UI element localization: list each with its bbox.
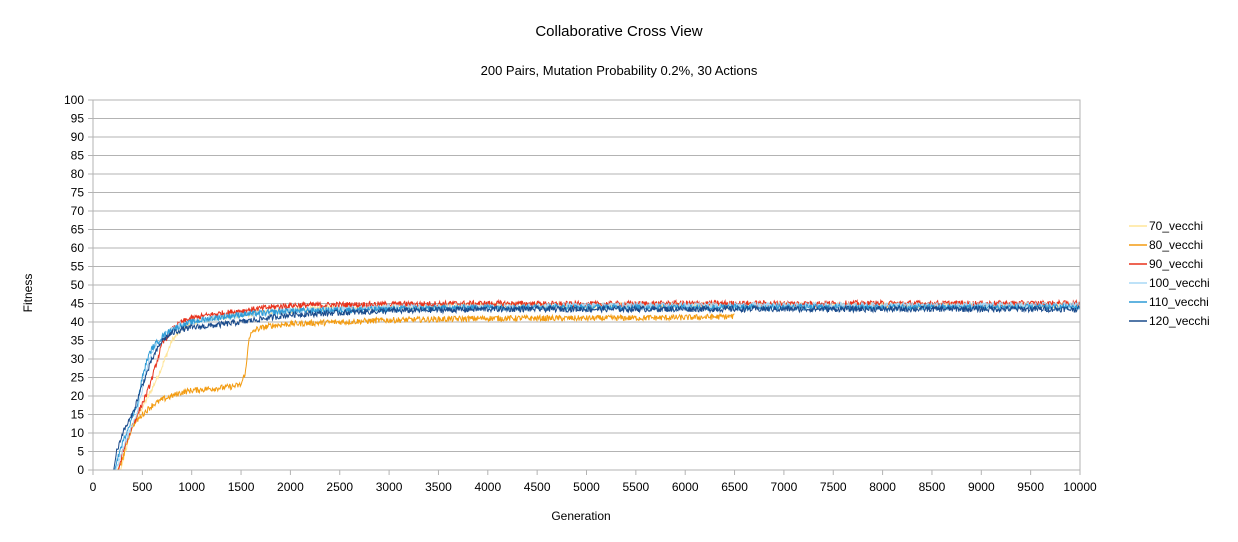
x-tick-label: 3000 — [376, 480, 403, 494]
y-tick-label: 10 — [71, 426, 85, 440]
y-axis-label: Fitness — [21, 274, 35, 313]
series-line-120-vecchi — [113, 304, 1081, 471]
x-tick-label: 6500 — [721, 480, 748, 494]
x-axis-label: Generation — [551, 509, 610, 523]
y-tick-label: 45 — [71, 297, 85, 311]
legend-label: 90_vecchi — [1149, 257, 1203, 271]
y-tick-label: 80 — [71, 167, 85, 181]
series-line-110-vecchi — [114, 302, 1081, 471]
y-tick-label: 100 — [64, 93, 84, 107]
x-tick-label: 2000 — [277, 480, 304, 494]
y-tick-label: 50 — [71, 278, 85, 292]
y-tick-label: 75 — [71, 186, 85, 200]
x-tick-labels: 0 500 1000 1500 2000 2500 3000 3500 4000 4500 5000… — [90, 470, 1097, 494]
y-tick-label: 90 — [71, 130, 85, 144]
grid-lines — [93, 99, 1080, 471]
x-tick-label: 4000 — [474, 480, 501, 494]
legend: 70_vecchi 80_vecchi 90_vecchi 100_vecchi 110… — [1129, 219, 1210, 328]
x-tick-label: 3500 — [425, 480, 452, 494]
legend-label: 70_vecchi — [1149, 219, 1203, 233]
x-tick-label: 2500 — [326, 480, 353, 494]
x-tick-label: 5000 — [573, 480, 600, 494]
x-tick-label: 9500 — [1017, 480, 1044, 494]
y-tick-label: 70 — [71, 204, 85, 218]
x-tick-label: 10000 — [1063, 480, 1097, 494]
x-tick-label: 0 — [90, 480, 97, 494]
y-tick-label: 35 — [71, 334, 85, 348]
series-line-90-vecchi — [118, 298, 1081, 471]
legend-label: 80_vecchi — [1149, 238, 1203, 252]
chart-subtitle: 200 Pairs, Mutation Probability 0.2%, 30… — [481, 63, 758, 78]
x-tick-label: 5500 — [622, 480, 649, 494]
legend-label: 120_vecchi — [1149, 314, 1210, 328]
y-tick-label: 15 — [71, 408, 85, 422]
x-tick-label: 500 — [132, 480, 152, 494]
y-tick-label: 60 — [71, 241, 85, 255]
y-tick-label: 95 — [71, 112, 85, 126]
x-tick-label: 1000 — [178, 480, 205, 494]
series-line-80-vecchi — [117, 312, 735, 471]
x-tick-label: 6000 — [672, 480, 699, 494]
y-tick-label: 0 — [77, 463, 84, 477]
y-tick-label: 5 — [77, 445, 84, 459]
x-tick-label: 8500 — [919, 480, 946, 494]
x-tick-label: 7500 — [820, 480, 847, 494]
x-tick-label: 4500 — [524, 480, 551, 494]
y-tick-label: 20 — [71, 389, 85, 403]
y-tick-label: 85 — [71, 149, 85, 163]
y-tick-label: 65 — [71, 223, 85, 237]
y-tick-label: 40 — [71, 315, 85, 329]
y-tick-label: 30 — [71, 352, 85, 366]
x-tick-label: 8000 — [869, 480, 896, 494]
x-tick-label: 7000 — [771, 480, 798, 494]
legend-label: 110_vecchi — [1149, 295, 1209, 309]
plot-area-border — [92, 99, 1081, 471]
y-tick-label: 55 — [71, 260, 85, 274]
legend-label: 100_vecchi — [1149, 276, 1210, 290]
series-lines — [113, 298, 1081, 471]
x-tick-label: 9000 — [968, 480, 995, 494]
y-tick-labels: 0 5 10 15 20 25 30 35 40 45 50 55 60 65 70 75 80 85 90 95 10… — [64, 93, 93, 477]
chart-title: Collaborative Cross View — [535, 23, 702, 40]
y-tick-label: 25 — [71, 371, 85, 385]
x-tick-label: 1500 — [228, 480, 255, 494]
